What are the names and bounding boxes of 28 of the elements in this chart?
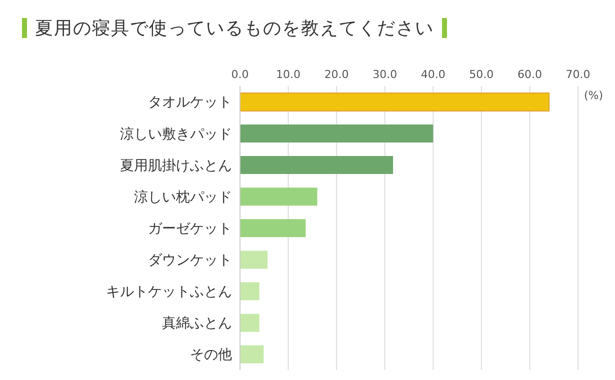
y-tick-label: タオルケット [148,94,232,111]
bar [240,250,268,269]
bar [240,219,306,238]
x-tick-label: 0.0 [231,68,249,81]
y-tick-label: 涼しい敷きパッド [120,126,232,142]
x-tick-label: 20.0 [324,68,349,81]
y-tick-label: 夏用肌掛けふとん [120,158,232,174]
bar [240,282,260,300]
x-tick-label: 50.0 [469,68,494,81]
y-tick-label: ガーゼケット [148,220,232,237]
y-tick-label: ダウンケット [148,252,232,269]
x-tick-label: 40.0 [420,68,446,81]
x-axis-title: (%) [584,89,604,102]
bar [240,124,434,142]
bar [240,156,394,174]
y-tick-label: 涼しい枕パッド [134,189,232,206]
bar [240,345,264,364]
x-tick-label: 60.0 [517,68,542,81]
x-tick-label: 10.0 [276,68,301,81]
bar [240,188,318,206]
bar [240,314,260,332]
x-tick-label: 70.0 [566,68,590,81]
x-tick-label: 30.0 [372,68,398,81]
y-tick-label: 真綿ふとん [162,316,232,332]
bar [240,92,550,112]
y-tick-label: キルトケットふとん [106,284,232,300]
chart-title: 夏用の寝具で使っているものを教えてください [35,17,434,40]
y-tick-label: その他 [190,347,232,364]
